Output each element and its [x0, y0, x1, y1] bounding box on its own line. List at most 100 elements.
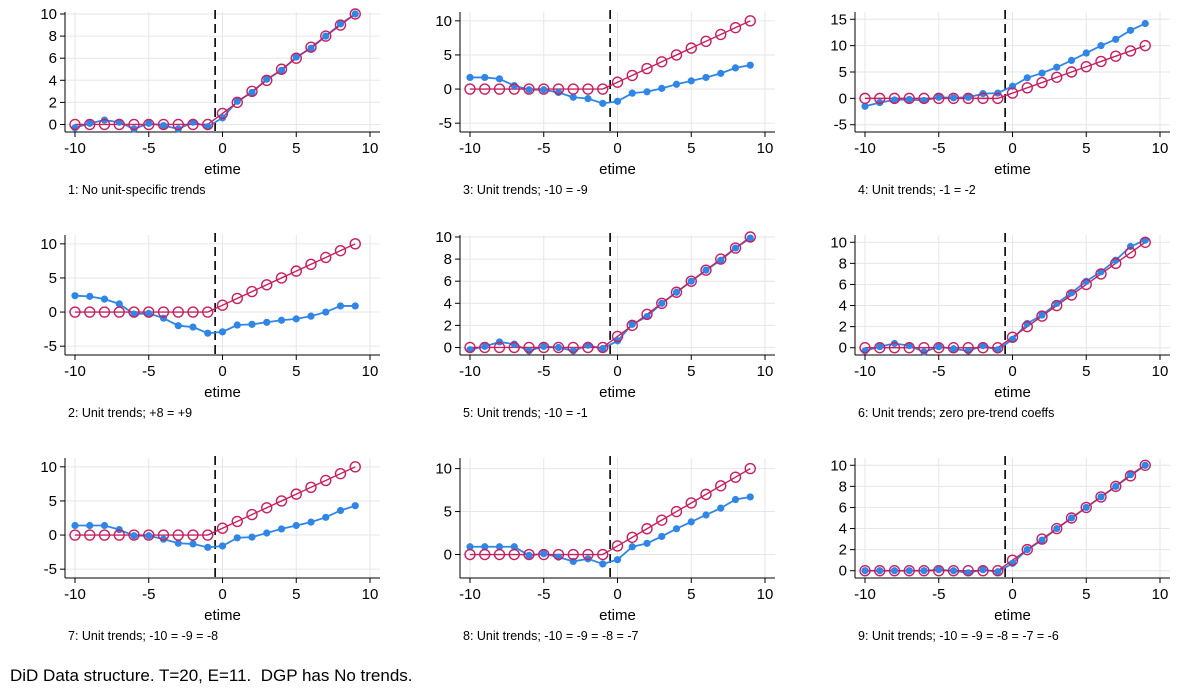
true-effect-point [290, 52, 302, 64]
true-effect-point [1051, 71, 1063, 83]
estimated-point [1112, 482, 1120, 490]
true-effect-point [1080, 278, 1092, 291]
true-effect-point [202, 529, 214, 541]
x-tick-label: 0 [613, 586, 621, 603]
estimated-point [1141, 19, 1149, 28]
estimated-point [145, 532, 153, 540]
true-effect-point [1036, 310, 1048, 322]
estimated-point [994, 346, 1002, 354]
x-tick-label: 0 [218, 586, 226, 603]
true-effect-point [744, 462, 756, 475]
estimated-point [687, 518, 695, 526]
true-effect-point [552, 83, 565, 95]
true-effect-point [275, 272, 288, 284]
true-effect-point [84, 529, 96, 541]
true-effect-point [1036, 76, 1048, 89]
y-tick-label: 6 [49, 50, 57, 67]
true-effect-point [729, 471, 742, 483]
true-effect-point [903, 342, 915, 354]
estimated-point [672, 288, 681, 296]
y-tick-label: 5 [444, 47, 452, 64]
estimated-point [554, 88, 563, 97]
y-tick-label: 10 [830, 234, 847, 251]
estimated-point [1126, 471, 1135, 479]
true-effect-point [113, 118, 125, 131]
estimated-point [307, 44, 315, 52]
estimated-point [189, 323, 197, 331]
true-effect-point [246, 85, 258, 98]
true-effect-point [113, 529, 125, 541]
estimated-point [717, 256, 725, 264]
estimated-point [525, 551, 533, 559]
x-axis-label: etime [994, 384, 1031, 401]
true-effect-point [859, 92, 871, 105]
true-effect-point [597, 548, 609, 561]
true-effect-point [464, 341, 476, 354]
estimated-point [510, 543, 518, 551]
x-axis-label: etime [599, 607, 636, 624]
estimated-point [495, 75, 504, 83]
estimated-point [687, 277, 695, 285]
estimated-point [218, 328, 227, 336]
estimated-point [949, 567, 958, 575]
true-effect-point [656, 514, 668, 526]
x-tick-label: 10 [757, 140, 774, 157]
true-effect-point [508, 548, 520, 561]
y-tick-label: 4 [839, 521, 847, 538]
y-tick-label: 4 [444, 295, 452, 312]
chart-panel-4: -5 0 5 10 -10 -5 0 5 10 etime 2: Unit trends; +8 =… [40, 233, 380, 420]
true-effect-point [685, 275, 697, 287]
estimated-point [540, 550, 548, 558]
true-effect-point [859, 565, 871, 577]
y-tick-label: 0 [49, 116, 57, 133]
true-effect-point [479, 548, 491, 561]
true-effect-point [538, 548, 550, 561]
true-effect-point [582, 548, 594, 561]
true-effect-point [1124, 45, 1137, 57]
true-effect-point [670, 286, 683, 298]
estimated-point [935, 343, 943, 351]
estimated-point [525, 86, 533, 94]
estimated-point [861, 567, 869, 575]
x-tick-label: 5 [1082, 140, 1090, 157]
true-effect-point [1036, 533, 1048, 545]
true-effect-point [202, 118, 214, 131]
estimated-point [731, 64, 740, 72]
true-effect-point [508, 83, 520, 95]
estimated-point [336, 20, 345, 28]
x-tick-label: 5 [292, 363, 300, 380]
x-tick-label: 0 [1008, 363, 1016, 380]
estimated-point [71, 521, 79, 530]
estimated-point [628, 89, 636, 97]
x-tick-label: -10 [64, 363, 86, 380]
estimated-point [920, 348, 928, 356]
x-tick-label: 5 [1082, 363, 1090, 380]
x-axis-label: etime [599, 384, 636, 401]
chart-panel-9: 0 2 4 6 8 10 -10 -5 0 5 10 etime 9: Unit trends; -10… [830, 456, 1170, 643]
y-tick-label: -5 [439, 115, 452, 132]
true-effect-point [172, 118, 184, 131]
true-effect-point [597, 341, 609, 354]
y-tick-label: 8 [839, 478, 847, 495]
y-tick-label: 5 [49, 493, 57, 510]
true-effect-series-line [470, 20, 751, 90]
y-tick-label: 4 [839, 298, 847, 315]
true-effect-point [729, 242, 742, 254]
true-effect-point [933, 342, 945, 354]
estimated-point [248, 88, 256, 97]
true-effect-point [918, 342, 930, 354]
x-tick-label: 5 [292, 140, 300, 157]
estimated-point [277, 525, 286, 533]
chart-panel-2: -5 0 5 10 -10 -5 0 5 10 etime 3: Unit trends; -10 … [435, 10, 775, 197]
x-tick-label: -10 [854, 586, 876, 603]
estimated-point [1038, 311, 1046, 319]
estimated-point [935, 93, 943, 101]
y-tick-label: 0 [444, 547, 452, 564]
estimated-point [979, 342, 987, 350]
estimated-point [584, 95, 592, 103]
y-tick-label: 5 [444, 504, 452, 521]
true-effect-point [523, 548, 535, 561]
true-effect-point [918, 92, 930, 105]
estimated-point [336, 506, 345, 515]
estimated-point [964, 569, 972, 577]
